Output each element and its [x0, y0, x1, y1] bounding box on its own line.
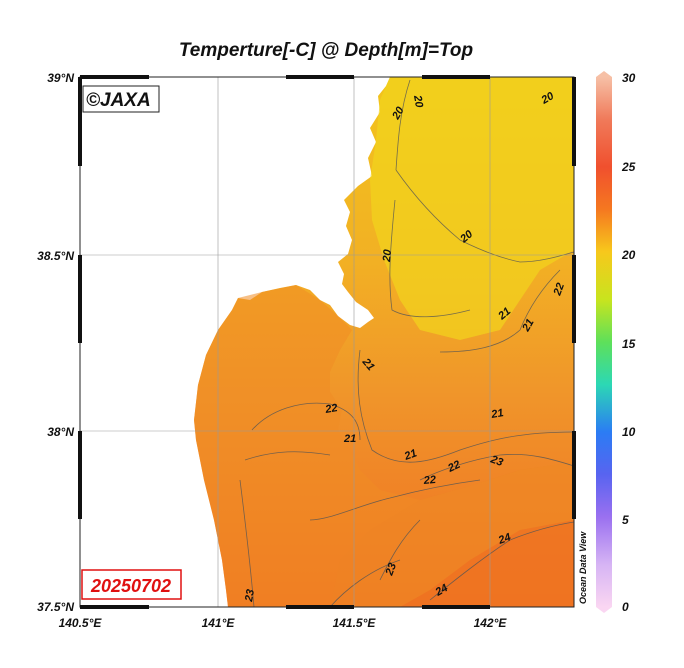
y-tick-label: 38°N: [47, 425, 74, 439]
colorbar: 30 25 20 15 10 5 0: [596, 71, 636, 614]
colorbar-tick: 5: [622, 513, 629, 527]
contour-label: 22: [422, 474, 436, 487]
contour-label: 21: [402, 447, 419, 463]
warm-coastal-region: [194, 285, 574, 607]
contour-label: 20: [411, 93, 425, 109]
colorbar-tick: 25: [621, 160, 636, 174]
y-tick-label: 39°N: [47, 71, 74, 85]
x-tick-label: 142°E: [474, 616, 508, 630]
software-label: Ocean Data View: [578, 531, 588, 604]
contour-label: 23: [488, 453, 505, 469]
cool-northern-region: [370, 77, 574, 340]
y-axis-labels: 39°N 38.5°N 38°N 37.5°N: [37, 71, 74, 614]
y-tick-label: 38.5°N: [37, 249, 74, 263]
graticule: [80, 77, 574, 607]
contour-label: 22: [551, 281, 567, 298]
date-box: 20250702: [81, 569, 182, 600]
colorbar-tick: 10: [622, 425, 636, 439]
colorbar-tick: 20: [621, 248, 636, 262]
plot-area: 20 20 20 20 20 22 21 21 21 22 21 21 21 2…: [80, 77, 574, 607]
x-axis-labels: 140.5°E 141°E 141.5°E 142°E: [59, 616, 508, 630]
y-tick-label: 37.5°N: [37, 600, 74, 614]
credit-box: ©JAXA: [82, 85, 160, 113]
colorbar-tick: 0: [622, 600, 629, 614]
colorbar-tick: 30: [622, 71, 636, 85]
colorbar-scale: [596, 77, 612, 607]
contour-label: 21: [520, 317, 537, 334]
credit-text: ©JAXA: [86, 90, 151, 111]
warm-southeast-region: [330, 462, 574, 607]
contour-label: 24: [496, 531, 513, 547]
contour-label: 22: [445, 459, 462, 475]
contour-label: 20: [381, 248, 394, 263]
map-title: Temperture[-C] @ Depth[m]=Top: [179, 40, 473, 61]
x-tick-label: 141°E: [202, 616, 236, 630]
contour-label: 23: [243, 588, 257, 603]
contour-label: 22: [323, 402, 338, 416]
contour-label: 24: [433, 582, 450, 599]
colorbar-top-arrow: [596, 71, 612, 77]
colorbar-tick: 15: [622, 337, 636, 351]
hot-southeast-region: [400, 520, 574, 607]
contour-label: 23: [383, 561, 399, 578]
contour-label: 21: [489, 407, 504, 421]
contour-label: 21: [343, 433, 356, 445]
contour-lines: [239, 79, 574, 607]
colorbar-bottom-arrow: [596, 607, 612, 613]
date-text: 20250702: [90, 576, 171, 596]
x-tick-label: 140.5°E: [59, 616, 103, 630]
border-scale-bars: [78, 75, 576, 609]
x-tick-label: 141.5°E: [333, 616, 377, 630]
